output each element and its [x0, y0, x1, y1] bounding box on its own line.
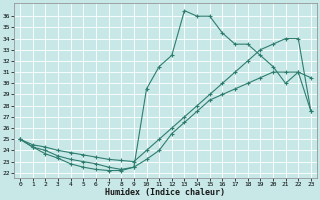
X-axis label: Humidex (Indice chaleur): Humidex (Indice chaleur)	[106, 188, 226, 197]
